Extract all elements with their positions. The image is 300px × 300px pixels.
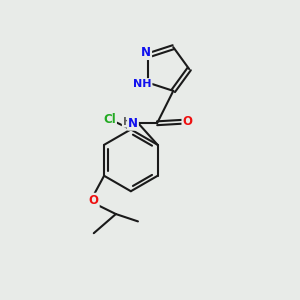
Text: N: N [128, 117, 138, 130]
Text: Cl: Cl [103, 112, 116, 126]
Text: O: O [89, 194, 99, 207]
Text: N: N [141, 46, 151, 59]
Text: NH: NH [133, 79, 152, 89]
Text: H: H [123, 117, 131, 127]
Text: O: O [182, 115, 192, 128]
